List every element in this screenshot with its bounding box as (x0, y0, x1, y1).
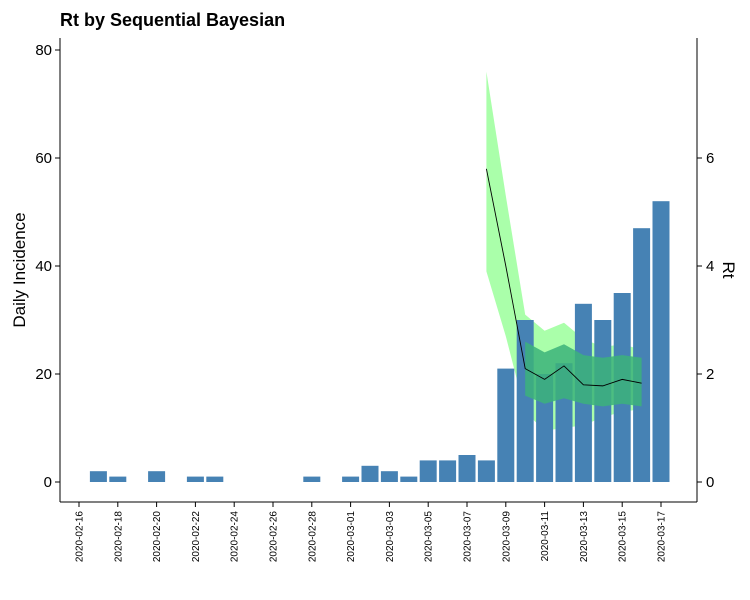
x-tick-label: 2020-02-26 (269, 511, 280, 563)
y-tick-label-right: 4 (706, 258, 714, 275)
x-tick-label: 2020-03-07 (463, 511, 474, 563)
y-axis-title-left: Daily Incidence (10, 212, 29, 327)
x-tick-label: 2020-03-05 (424, 511, 435, 563)
y-tick-label-left: 40 (35, 258, 52, 275)
bar (477, 460, 495, 482)
x-tick-label: 2020-03-03 (385, 511, 396, 563)
x-tick-label: 2020-03-13 (579, 511, 590, 563)
x-tick-label: 2020-02-16 (75, 511, 86, 563)
bar (380, 471, 398, 482)
bar (89, 471, 107, 482)
bar (497, 368, 515, 482)
x-tick-label: 2020-03-17 (657, 511, 668, 563)
ci-inner-band-layer (525, 341, 642, 407)
bar (361, 465, 379, 482)
y-tick-label-left: 20 (35, 366, 52, 383)
x-tick-label: 2020-02-18 (113, 511, 124, 563)
axes-layer: 0 20 40 60 80 0 2 4 6 2020-02-16 2020-02-18 2020-02… (35, 38, 714, 562)
bar (419, 460, 437, 482)
y-tick-label-right: 6 (706, 150, 714, 167)
y-tick-label-left: 60 (35, 150, 52, 167)
bar (633, 228, 651, 482)
bar (458, 455, 476, 482)
x-tick-label: 2020-03-15 (618, 511, 629, 563)
bar (303, 476, 321, 482)
bars-layer (89, 201, 670, 482)
rt-line (485, 168, 642, 387)
rt-line-layer (485, 168, 642, 387)
y-tick-label-right: 2 (706, 366, 714, 383)
x-tick-label: 2020-03-09 (501, 511, 512, 563)
x-tick-label: 2020-03-01 (346, 511, 357, 563)
y-tick-label-right: 0 (706, 474, 714, 491)
y-tick-label-left: 0 (44, 474, 52, 491)
chart-title: Rt by Sequential Bayesian (60, 10, 285, 30)
bar (400, 476, 418, 482)
bar (148, 471, 166, 482)
bar (109, 476, 127, 482)
x-tick-label: 2020-02-28 (307, 511, 318, 563)
bar (186, 476, 204, 482)
bar (652, 201, 670, 482)
bar (206, 476, 224, 482)
x-tick-label: 2020-02-20 (152, 511, 163, 563)
y-tick-label-left: 80 (35, 42, 52, 59)
x-tick-label: 2020-02-24 (230, 511, 241, 563)
bar (342, 476, 360, 482)
x-tick-label: 2020-02-22 (191, 511, 202, 563)
bar (439, 460, 457, 482)
y-axis-title-right: Rt (719, 262, 738, 279)
x-tick-label: 2020-03-11 (540, 511, 551, 562)
ci-band-inner (525, 341, 642, 407)
